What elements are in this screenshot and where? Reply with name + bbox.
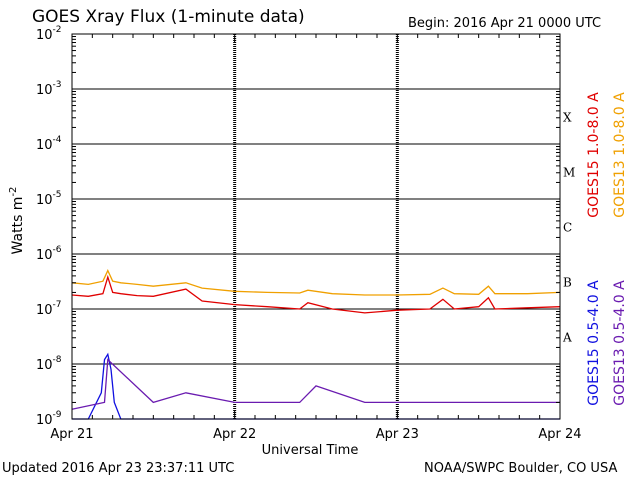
x-axis-label: Universal Time (262, 443, 359, 458)
legend-goes13-1-0-8-0-a: GOES13 1.0-8.0 A (612, 92, 628, 218)
series-line-goes15-1-0-8-0-a (71, 274, 561, 314)
y-tick-label: 10-8 (36, 355, 62, 373)
plot-frame (71, 33, 561, 420)
y-axis-label: Watts m-2 (8, 187, 26, 255)
flare-class-label: A (562, 331, 572, 345)
flare-class-label: X (563, 111, 572, 125)
x-tick-label: Apr 23 (376, 427, 419, 442)
begin-date: Begin: 2016 Apr 21 0000 UTC (408, 16, 602, 31)
chart-title: GOES Xray Flux (1-minute data) (32, 7, 305, 27)
y-tick-label: 10-2 (36, 25, 62, 43)
flare-class-label: C (563, 221, 572, 235)
legend-goes15-0-5-4-0-a: GOES15 0.5-4.0 A (586, 280, 602, 406)
legend-goes15-1-0-8-0-a: GOES15 1.0-8.0 A (586, 92, 602, 218)
x-tick-label: Apr 22 (213, 427, 256, 442)
flare-class-label: B (563, 276, 572, 290)
y-tick-label: 10-3 (36, 80, 62, 98)
y-tick-label: 10-4 (36, 135, 62, 153)
x-tick-label: Apr 21 (50, 427, 93, 442)
y-tick-label: 10-6 (36, 245, 62, 263)
flare-class-label: M (563, 166, 575, 180)
legend-goes13-0-5-4-0-a: GOES13 0.5-4.0 A (612, 280, 628, 406)
series-line-goes13-1-0-8-0-a (71, 269, 561, 296)
y-tick-label: 10-7 (36, 300, 62, 318)
x-tick-label: Apr 24 (538, 427, 581, 442)
y-tick-label: 10-5 (36, 190, 62, 208)
credit-label: NOAA/SWPC Boulder, CO USA (424, 461, 618, 476)
series-line-goes13-0-5-4-0-a (71, 358, 560, 410)
y-tick-label: 10-9 (36, 410, 62, 428)
updated-timestamp: Updated 2016 Apr 23 23:37:11 UTC (2, 461, 235, 476)
